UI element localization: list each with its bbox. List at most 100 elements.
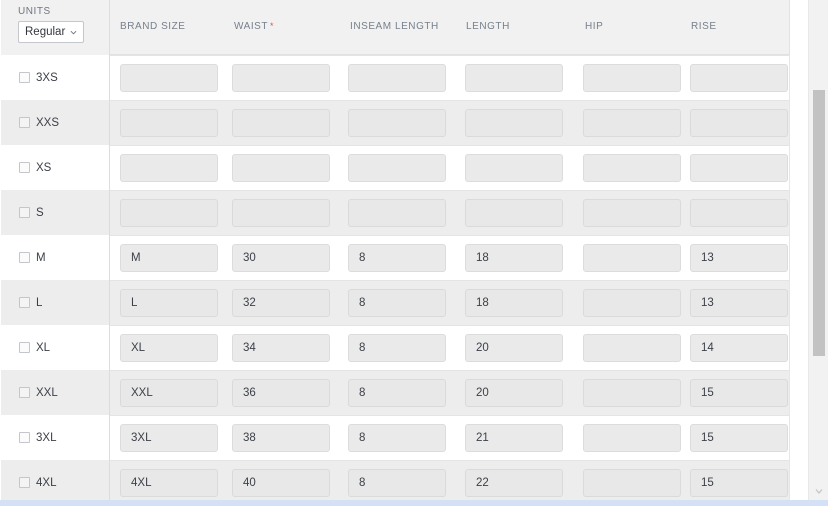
cell-input-brand-size[interactable]: XXL	[120, 379, 218, 407]
cell-input-rise[interactable]: 15	[690, 424, 788, 452]
cell-input-hip[interactable]	[583, 469, 681, 497]
cell-input-length[interactable]: 18	[465, 244, 563, 272]
row-checkbox[interactable]	[19, 117, 30, 128]
cell-input-inseam-length[interactable]	[348, 109, 446, 137]
row-divider	[110, 325, 790, 326]
cell-input-rise[interactable]: 13	[690, 244, 788, 272]
cell-input-waist[interactable]	[232, 154, 330, 182]
cell-input-rise[interactable]: 15	[690, 379, 788, 407]
size-cell: XXS	[0, 100, 110, 145]
cell-input-length[interactable]: 21	[465, 424, 563, 452]
row-checkbox[interactable]	[19, 342, 30, 353]
cell-input-waist[interactable]: 30	[232, 244, 330, 272]
cell-input-waist[interactable]	[232, 199, 330, 227]
cell-input-waist[interactable]: 32	[232, 289, 330, 317]
units-label: UNITS	[18, 6, 51, 17]
cell-input-brand-size[interactable]	[120, 199, 218, 227]
cell-input-hip[interactable]	[583, 244, 681, 272]
row-checkbox[interactable]	[19, 72, 30, 83]
cell-input-length[interactable]: 22	[465, 469, 563, 497]
cell-input-rise[interactable]: 13	[690, 289, 788, 317]
row-divider	[110, 280, 790, 281]
cell-input-hip[interactable]	[583, 199, 681, 227]
size-label: S	[36, 206, 44, 219]
vertical-scrollbar[interactable]	[808, 0, 828, 506]
cell-input-rise[interactable]: 14	[690, 334, 788, 362]
cell-input-inseam-length[interactable]: 8	[348, 469, 446, 497]
left-page-edge	[0, 0, 1, 506]
cell-input-brand-size[interactable]: 3XL	[120, 424, 218, 452]
cell-input-waist[interactable]: 36	[232, 379, 330, 407]
size-cell: M	[0, 235, 110, 280]
cell-input-hip[interactable]	[583, 289, 681, 317]
cell-input-length[interactable]: 18	[465, 289, 563, 317]
cell-input-hip[interactable]	[583, 109, 681, 137]
table-row: 3XL 3XL 38 8 21 15	[0, 415, 790, 460]
units-select-value: Regular	[25, 26, 66, 38]
row-divider	[110, 235, 790, 236]
cell-input-hip[interactable]	[583, 424, 681, 452]
column-header-hip: HIP	[585, 21, 603, 32]
cell-input-waist[interactable]: 34	[232, 334, 330, 362]
size-label: 4XL	[36, 476, 57, 489]
cell-input-length[interactable]	[465, 154, 563, 182]
column-header-waist: WAIST *	[234, 21, 274, 32]
cell-input-hip[interactable]	[583, 334, 681, 362]
cell-input-brand-size[interactable]: M	[120, 244, 218, 272]
cell-input-brand-size[interactable]	[120, 64, 218, 92]
required-asterisk: *	[270, 21, 275, 31]
cell-input-waist[interactable]	[232, 109, 330, 137]
cell-input-brand-size[interactable]	[120, 154, 218, 182]
cell-input-length[interactable]	[465, 199, 563, 227]
cell-input-brand-size[interactable]: L	[120, 289, 218, 317]
row-checkbox[interactable]	[19, 477, 30, 488]
row-checkbox[interactable]	[19, 162, 30, 173]
cell-input-brand-size[interactable]: XL	[120, 334, 218, 362]
row-checkbox[interactable]	[19, 297, 30, 308]
table-row: S	[0, 190, 790, 235]
size-label: 3XS	[36, 71, 58, 84]
cell-input-inseam-length[interactable]: 8	[348, 244, 446, 272]
cell-input-rise[interactable]	[690, 109, 788, 137]
table-row: L L 32 8 18 13	[0, 280, 790, 325]
cell-input-brand-size[interactable]	[120, 109, 218, 137]
cell-input-rise[interactable]	[690, 64, 788, 92]
size-cell: S	[0, 190, 110, 235]
cell-input-inseam-length[interactable]: 8	[348, 289, 446, 317]
cell-input-hip[interactable]	[583, 64, 681, 92]
size-cell: 3XL	[0, 415, 110, 460]
row-checkbox[interactable]	[19, 432, 30, 443]
cell-input-length[interactable]: 20	[465, 379, 563, 407]
cell-input-hip[interactable]	[583, 379, 681, 407]
cell-input-rise[interactable]	[690, 199, 788, 227]
scroll-down-arrow-icon[interactable]	[814, 486, 824, 496]
table-row: 3XS	[0, 55, 790, 100]
column-header-length: LENGTH	[466, 21, 510, 32]
cell-input-inseam-length[interactable]	[348, 154, 446, 182]
row-checkbox[interactable]	[19, 387, 30, 398]
cell-input-rise[interactable]	[690, 154, 788, 182]
table-row: XXL XXL 36 8 20 15	[0, 370, 790, 415]
cell-input-waist[interactable]: 38	[232, 424, 330, 452]
cell-input-inseam-length[interactable]	[348, 64, 446, 92]
column-header-inseam-length: INSEAM LENGTH	[350, 21, 439, 32]
cell-input-inseam-length[interactable]: 8	[348, 424, 446, 452]
cell-input-hip[interactable]	[583, 154, 681, 182]
column-header-label: LENGTH	[466, 21, 510, 32]
units-select[interactable]: Regular	[18, 21, 84, 43]
cell-input-inseam-length[interactable]: 8	[348, 334, 446, 362]
cell-input-length[interactable]	[465, 109, 563, 137]
row-checkbox[interactable]	[19, 252, 30, 263]
cell-input-inseam-length[interactable]: 8	[348, 379, 446, 407]
row-divider	[110, 370, 790, 371]
row-checkbox[interactable]	[19, 207, 30, 218]
cell-input-waist[interactable]	[232, 64, 330, 92]
cell-input-rise[interactable]: 15	[690, 469, 788, 497]
cell-input-waist[interactable]: 40	[232, 469, 330, 497]
cell-input-brand-size[interactable]: 4XL	[120, 469, 218, 497]
cell-input-inseam-length[interactable]	[348, 199, 446, 227]
cell-input-length[interactable]	[465, 64, 563, 92]
vertical-scrollbar-thumb[interactable]	[813, 90, 825, 356]
row-divider	[110, 190, 790, 191]
cell-input-length[interactable]: 20	[465, 334, 563, 362]
